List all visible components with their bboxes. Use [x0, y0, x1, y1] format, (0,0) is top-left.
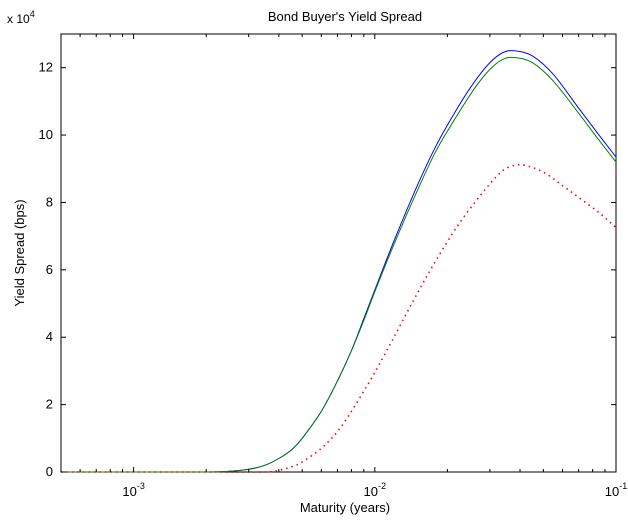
x-axis-ticks: 10-3 10-2 10-1: [60, 34, 627, 499]
x-tick-label-exponent: -2: [378, 481, 386, 491]
y-tick-label: 2: [46, 397, 53, 412]
plot-frame: [60, 33, 617, 473]
series-layer: [61, 50, 617, 473]
x-tick-label: 10-1: [605, 481, 627, 499]
y-tick-label: 8: [46, 194, 53, 209]
x-tick-label-base: 10: [122, 484, 136, 499]
x-tick-label-base: 10: [605, 484, 619, 499]
x-tick-label: 10-2: [364, 481, 386, 499]
y-multiplier-base: x 10: [7, 12, 30, 26]
y-tick-label: 10: [39, 127, 53, 142]
x-tick-label-exponent: -1: [619, 481, 627, 491]
x-axis-label: Maturity (years): [300, 500, 390, 515]
chart-title: Bond Buyer's Yield Spread: [268, 9, 422, 24]
y-tick-label: 6: [46, 262, 53, 277]
x-tick-label: 10-3: [122, 481, 144, 499]
series-line-2: [61, 56, 617, 473]
x-tick-label-base: 10: [364, 484, 378, 499]
x-tick-label-exponent: -3: [137, 481, 145, 491]
y-multiplier-exponent: 4: [30, 9, 35, 19]
series-line-3: [61, 163, 617, 473]
y-axis-label: Yield Spread (bps): [12, 199, 27, 306]
y-tick-label: 4: [46, 329, 53, 344]
y-axis-multiplier: x 104: [7, 9, 35, 26]
y-tick-label: 0: [46, 464, 53, 479]
y-axis-ticks: 0 2 4 6 8 10 12: [39, 60, 616, 479]
y-tick-label: 12: [39, 60, 53, 75]
